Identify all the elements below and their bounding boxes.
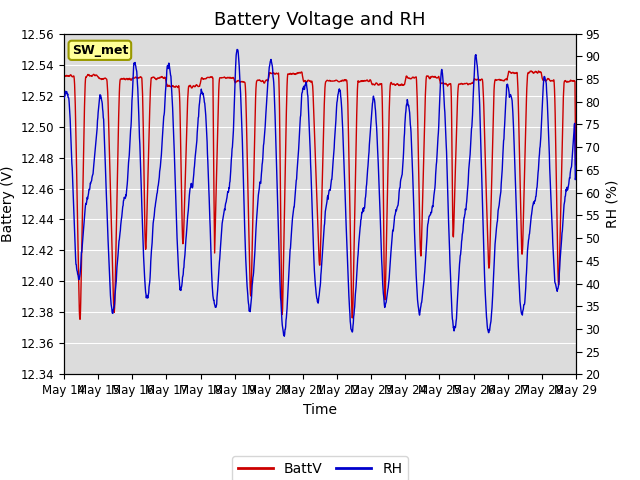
Text: SW_met: SW_met xyxy=(72,44,128,57)
X-axis label: Time: Time xyxy=(303,403,337,417)
Y-axis label: RH (%): RH (%) xyxy=(605,180,620,228)
Title: Battery Voltage and RH: Battery Voltage and RH xyxy=(214,11,426,29)
Legend: BattV, RH: BattV, RH xyxy=(232,456,408,480)
Y-axis label: Battery (V): Battery (V) xyxy=(1,166,15,242)
